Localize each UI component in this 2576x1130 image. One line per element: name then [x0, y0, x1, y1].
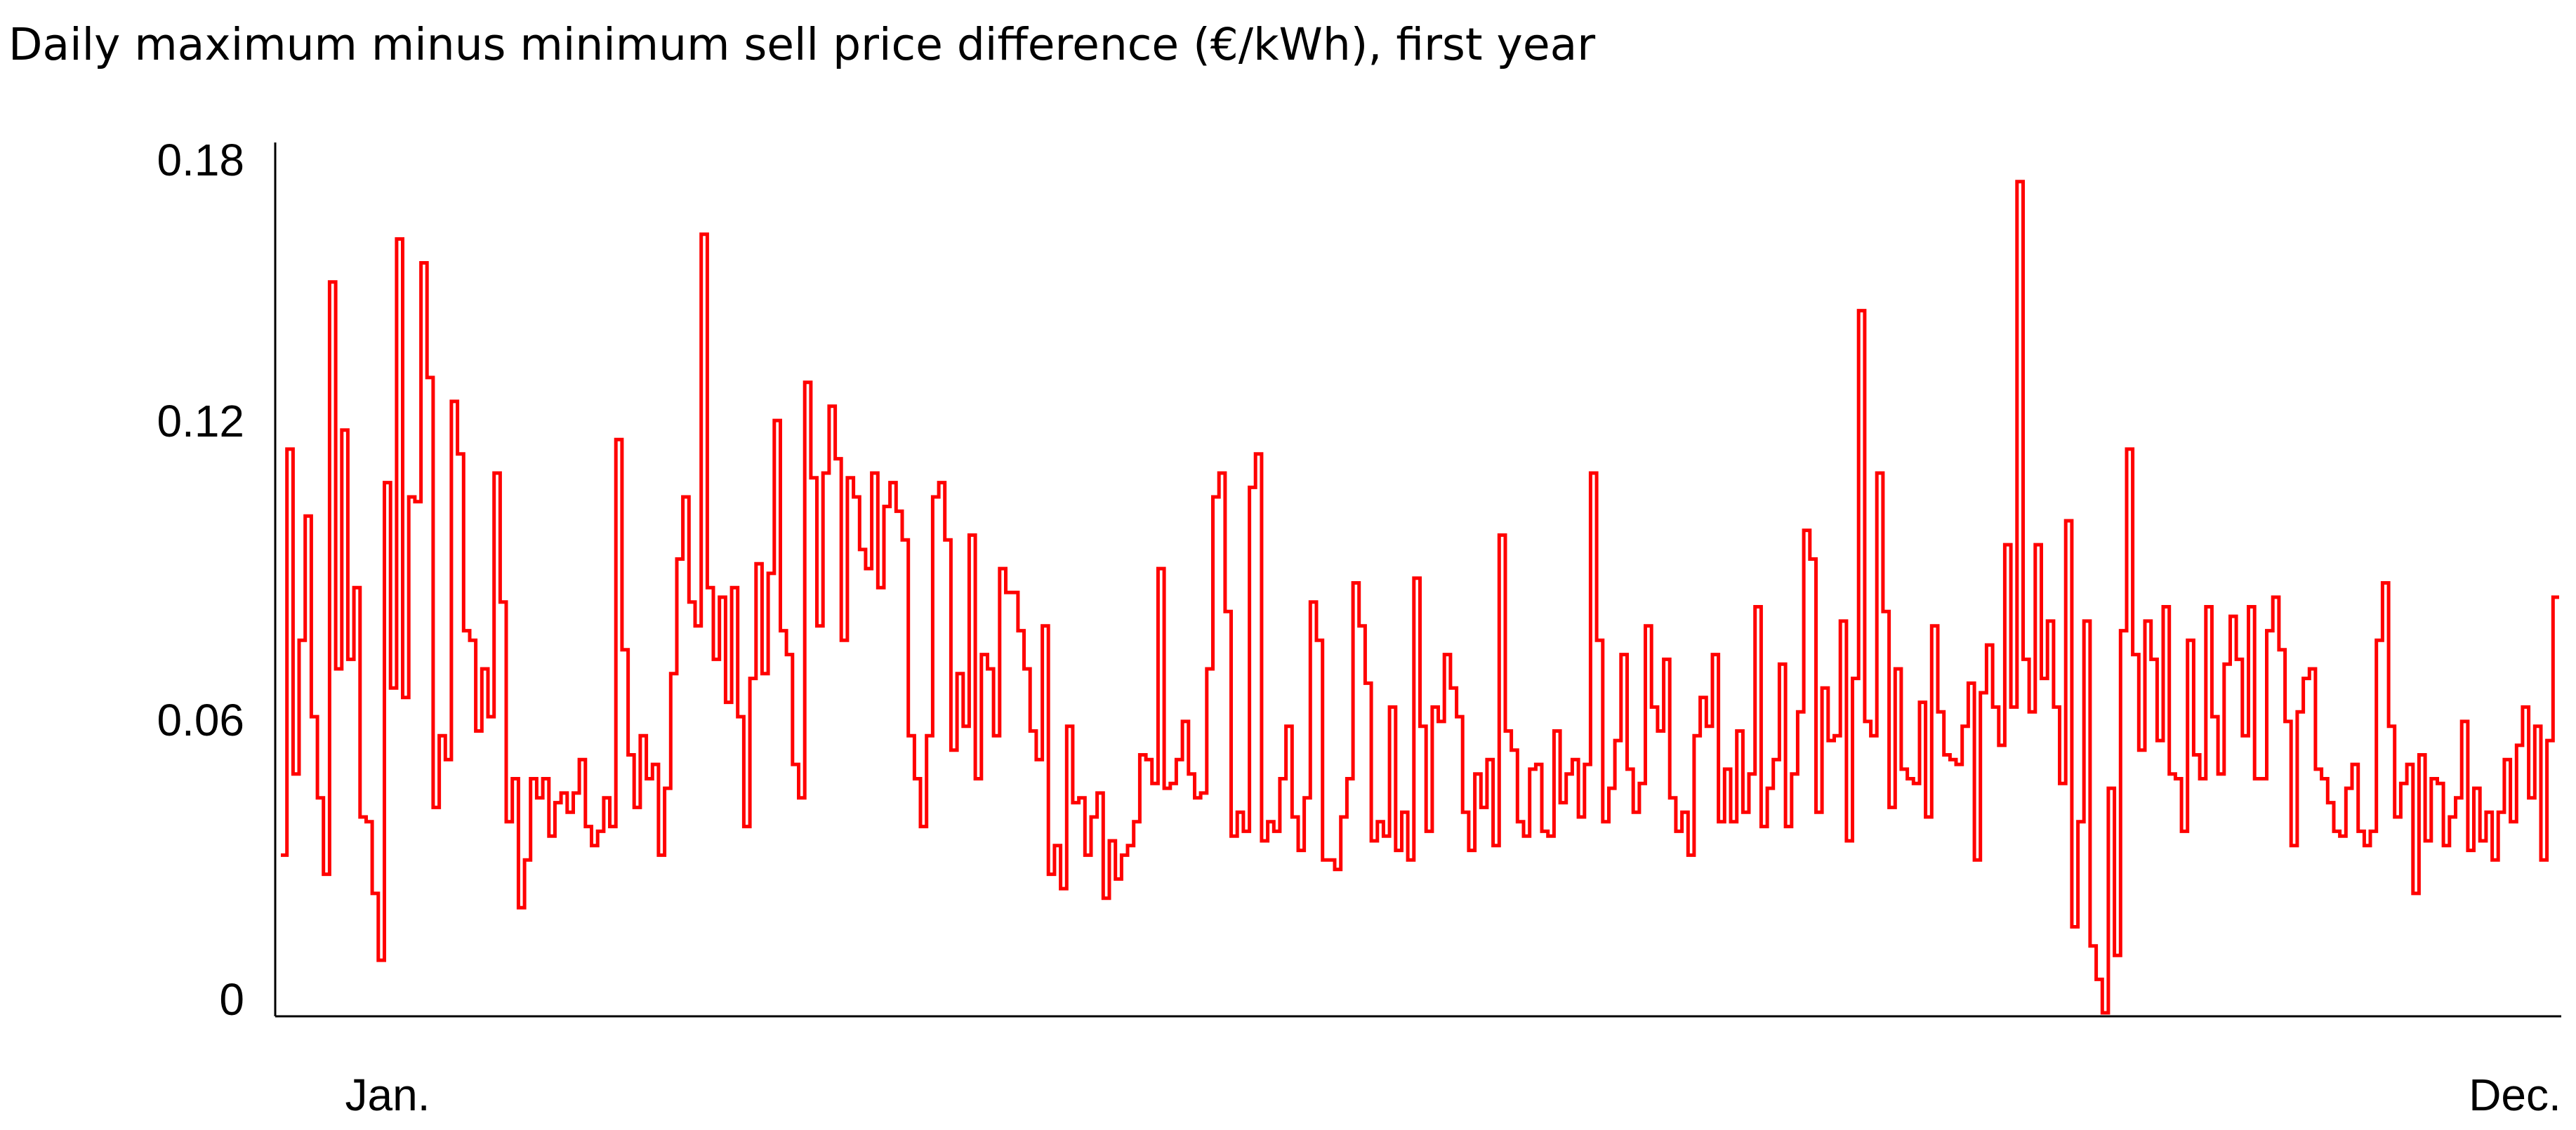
- x-tick-label-dec: Dec.: [2469, 1070, 2561, 1120]
- chart-title: Daily maximum minus minimum sell price d…: [8, 19, 1595, 70]
- y-tick-label-0: 0: [219, 974, 244, 1025]
- y-tick-label-0.06: 0.06: [157, 695, 244, 745]
- y-tick-label-0.12: 0.12: [157, 396, 244, 446]
- x-tick-label-jan: Jan.: [345, 1070, 430, 1120]
- y-tick-label-0.18: 0.18: [157, 135, 244, 185]
- x-axis: Jan. Dec.: [275, 1015, 2561, 1120]
- series-group: [281, 180, 2559, 1015]
- y-axis: 0.18 0.12 0.06 0: [157, 135, 277, 1025]
- series-line: [281, 180, 2559, 1015]
